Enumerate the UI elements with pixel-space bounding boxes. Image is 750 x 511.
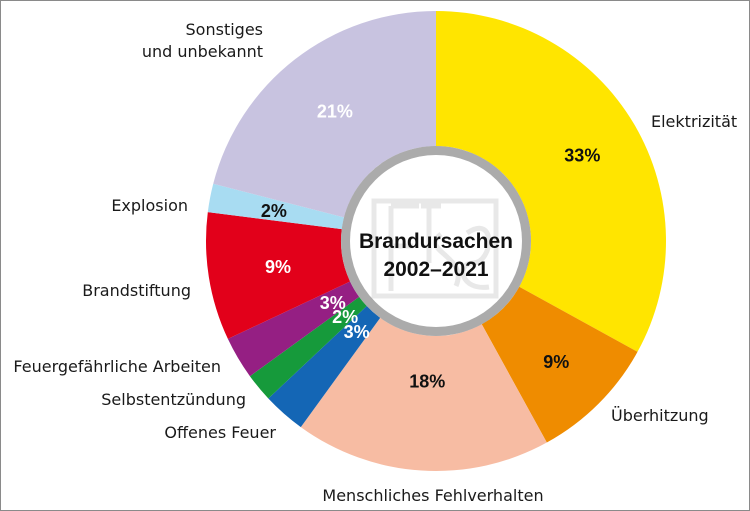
slices-group bbox=[205, 11, 666, 471]
slice-explosion bbox=[207, 183, 344, 230]
category-label-brandstiftung: Brandstiftung bbox=[82, 281, 191, 300]
value-label-explosion: 2% bbox=[261, 201, 287, 221]
chart-subtitle: 2002–2021 bbox=[383, 258, 488, 281]
category-label-feuergefaehrliche-arbeiten: Feuergefährliche Arbeiten bbox=[13, 357, 221, 376]
slice-sonstiges-und-unbekannt bbox=[213, 11, 436, 218]
slice-menschliches-fehlverhalten bbox=[300, 317, 547, 471]
value-label-brandstiftung: 9% bbox=[265, 257, 291, 277]
category-label-elektrizitaet: Elektrizität bbox=[651, 112, 737, 131]
value-label-selbstentzuendung: 2% bbox=[332, 307, 358, 327]
category-labels-group: Elektrizität Überhitzung Menschliches Fehl… bbox=[13, 20, 737, 505]
value-labels-group: 33%9%18%3%2%3%9%2%21% bbox=[261, 102, 600, 392]
center-disc bbox=[350, 155, 522, 327]
category-label-sonstiges-und-unbekannt: Sonstiges und unbekannt bbox=[142, 20, 263, 61]
watermark-logo bbox=[371, 198, 499, 299]
slice-selbstentzuendung bbox=[249, 296, 367, 399]
value-label-menschliches-fehlverhalten: 18% bbox=[409, 372, 445, 392]
slice-offenes-feuer bbox=[268, 306, 381, 428]
value-label-feuergefaehrliche-arbeiten: 3% bbox=[320, 293, 346, 313]
value-label-offenes-feuer: 3% bbox=[344, 322, 370, 342]
category-label-ueberhitzung: Überhitzung bbox=[611, 406, 709, 425]
category-label-selbstentzuendung: Selbstentzündung bbox=[101, 390, 246, 409]
value-label-sonstiges-und-unbekannt: 21% bbox=[317, 102, 353, 122]
slice-elektrizitaet bbox=[436, 11, 666, 352]
value-label-ueberhitzung: 9% bbox=[543, 352, 569, 372]
value-label-elektrizitaet: 33% bbox=[564, 145, 600, 165]
category-label-menschliches-fehlverhalten: Menschliches Fehlverhalten bbox=[322, 486, 543, 505]
category-label-explosion: Explosion bbox=[111, 196, 188, 215]
category-label-offenes-feuer: Offenes Feuer bbox=[164, 423, 276, 442]
chart-title: Brandursachen bbox=[359, 230, 513, 253]
slice-brandstiftung bbox=[205, 212, 351, 339]
slice-ueberhitzung bbox=[481, 286, 638, 443]
slice-feuergefaehrliche-arbeiten bbox=[227, 281, 360, 377]
